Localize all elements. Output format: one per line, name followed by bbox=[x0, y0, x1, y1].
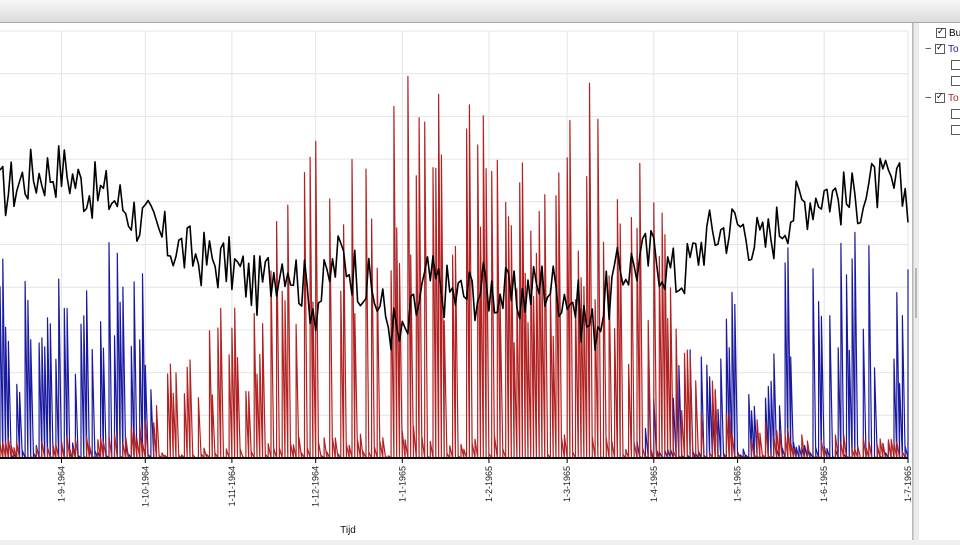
timeseries-chart: 1-9-1964 1-10-1964 1-11-1964 1-12-1964 1-1-1… bbox=[0, 30, 913, 536]
x-axis: 1-9-1964 1-10-1964 1-11-1964 1-12-1964 1-1-1… bbox=[0, 457, 913, 507]
x-tick-label: 1-3-1965 bbox=[562, 466, 572, 502]
legend-item[interactable]: − To bbox=[925, 42, 959, 55]
x-tick-label: 1-5-1965 bbox=[733, 466, 743, 502]
chart-panel: 1-9-1964 1-10-1964 1-11-1964 1-12-1964 1-1-1… bbox=[0, 23, 913, 540]
series-layer bbox=[0, 75, 909, 459]
series-line-1 bbox=[0, 145, 909, 352]
x-axis-title: Tijd bbox=[340, 525, 356, 536]
legend-item[interactable]: − To bbox=[925, 91, 959, 104]
legend-item[interactable] bbox=[951, 124, 960, 136]
legend-item[interactable] bbox=[951, 59, 960, 71]
x-tick-label: 1-11-1964 bbox=[227, 466, 237, 506]
window-toolbar bbox=[0, 0, 960, 23]
x-tick-label: 1-6-1965 bbox=[819, 466, 829, 502]
legend-item[interactable] bbox=[951, 75, 960, 87]
legend-label: Bu bbox=[949, 27, 960, 39]
x-tick-label: 1-4-1965 bbox=[649, 466, 659, 502]
x-tick-label: 1-1-1965 bbox=[397, 466, 407, 502]
splitter-grip[interactable] bbox=[915, 268, 917, 318]
legend-label: To bbox=[948, 43, 959, 55]
x-tick-label: 1-9-1964 bbox=[56, 466, 66, 502]
legend-checkbox[interactable] bbox=[951, 60, 960, 70]
legend-checkbox[interactable] bbox=[951, 109, 960, 119]
legend-checkbox[interactable] bbox=[936, 26, 946, 38]
legend-tree: Bu − To − To bbox=[919, 23, 960, 540]
legend-label: To bbox=[948, 92, 959, 104]
legend-item[interactable] bbox=[951, 108, 960, 120]
x-tick-label: 1-12-1964 bbox=[311, 466, 321, 507]
x-tick-label: 1-7-1965 bbox=[903, 466, 912, 502]
legend-checkbox[interactable] bbox=[951, 125, 960, 135]
x-tick-label: 1-10-1964 bbox=[140, 466, 150, 507]
legend-checkbox[interactable] bbox=[951, 76, 960, 86]
collapse-icon[interactable]: − bbox=[925, 92, 932, 104]
legend-checkbox[interactable] bbox=[935, 42, 945, 54]
x-tick-label: 1-2-1965 bbox=[484, 466, 494, 502]
collapse-icon[interactable]: − bbox=[925, 43, 932, 55]
legend-item[interactable]: Bu bbox=[936, 26, 960, 39]
legend-checkbox[interactable] bbox=[935, 91, 945, 103]
